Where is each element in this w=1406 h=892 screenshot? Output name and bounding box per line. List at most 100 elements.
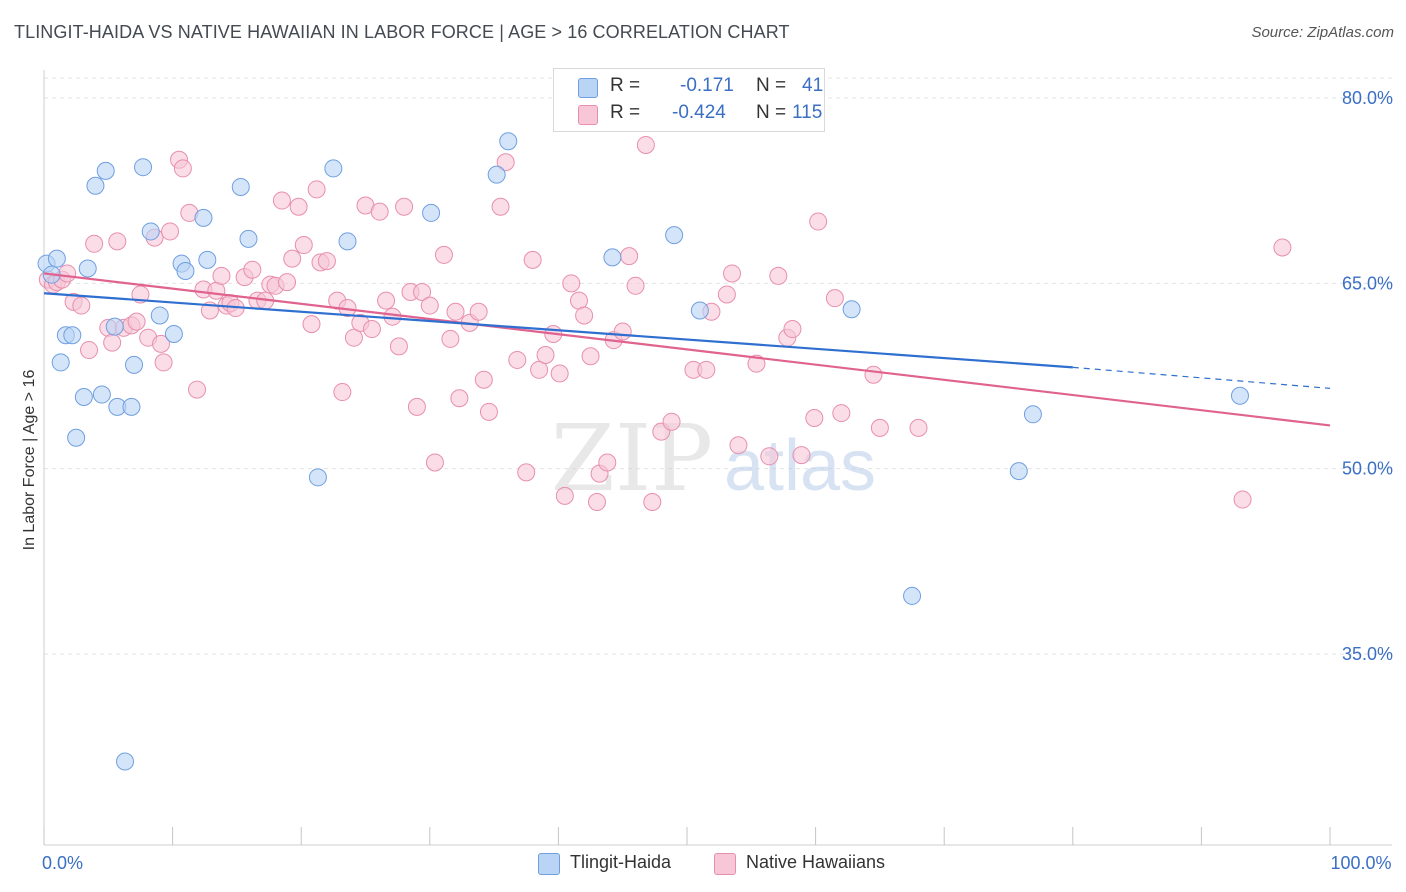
hawaiian-point [173,159,192,178]
tlingit-point [122,397,141,416]
tlingit-point [164,324,183,343]
hawaiian-point [636,135,655,154]
bottom-legend-label: Native Hawaiians [746,852,886,872]
tlingit-point [487,165,506,184]
hawaiian-point [809,212,828,231]
hawaiian-point [72,296,91,315]
tlingit-point [74,388,93,407]
tlingit-point [105,317,124,336]
tlingit-point [903,586,922,605]
hawaiian-point [626,276,645,295]
tlingit-point [47,249,66,268]
axes [43,70,1392,846]
hawaiian-point [562,274,581,293]
tick-labels: 80.0% 65.0% 50.0% 35.0% 0.0% 100.0% [42,88,1393,873]
x-tick-label: 100.0% [1330,853,1391,873]
legend-r-value: -0.424 [672,102,726,123]
tlingit-point [67,428,86,447]
bottom-legend-label: Tlingit-Haida [570,852,672,872]
hawaiian-point [717,285,736,304]
hawaiian-point [446,302,465,321]
tlingit-point [665,226,684,245]
hawaiian-point [370,202,389,221]
hawaiian-point [307,180,326,199]
bottom-legend-swatch-blue [538,853,560,875]
hawaiian-point [278,273,297,292]
bottom-legend-swatch-pink [714,853,736,875]
hawaiian-point [479,402,498,421]
hawaiian-point [58,264,77,283]
tlingit-point [842,300,861,319]
hawaiian-point [154,353,173,372]
tlingit-trend-line [43,292,1073,369]
tlingit-point [198,250,217,269]
hawaiian-point [530,360,549,379]
hawaiian-point [161,222,180,241]
legend-n-label: N = [756,102,787,123]
hawaiian-point [108,232,127,251]
legend-r-label: R = [610,102,641,123]
legend-n-value: 41 [802,75,824,96]
tlingit-point [1230,386,1249,405]
hawaiian-point [783,320,802,339]
tlingit-point [78,259,97,278]
tlingit-point [134,158,153,177]
hawaiian-point [362,320,381,339]
tlingit-point [1023,405,1042,424]
source-credit: Source: ZipAtlas.com [1251,24,1394,41]
hawaiian-point [85,234,104,253]
hawaiian-point [587,493,606,512]
hawaiian-point [575,306,594,325]
hawaiian-point [333,383,352,402]
tlingit-point [92,385,111,404]
hawaiian-point [127,312,146,331]
chart-title: TLINGIT-HAIDA VS NATIVE HAWAIIAN IN LABO… [14,22,790,42]
tlingit-point [422,203,441,222]
tlingit-point [141,222,160,241]
legend-swatch-blue [578,78,598,98]
y-tick-label: 35.0% [1342,644,1393,664]
hawaiian-point [152,334,171,353]
hawaiian-point [620,247,639,266]
tlingit-point [499,132,518,151]
watermark-atlas: atlas [724,426,876,506]
x-tick-label: 0.0% [42,853,83,873]
hawaiian-point [243,260,262,279]
gridlines [44,77,1392,655]
hawaiian-point [450,389,469,408]
legend-r-label: R = [610,75,641,96]
hawaiian-point [508,350,527,369]
tlingit-point [603,248,622,267]
tlingit-point [51,353,70,372]
tlingit-point [1009,462,1028,481]
hawaiian-point [723,264,742,283]
tlingit-point [194,208,213,227]
hawaiian-point [413,282,432,301]
hawaiian-point [747,354,766,373]
hawaiian-point [389,337,408,356]
correlation-legend: R = -0.171 N = 41 R = -0.424 N = 115 [553,68,825,132]
legend-n-label: N = [756,75,787,96]
hawaiian-point [441,329,460,348]
tlingit-point [125,355,144,374]
hawaiian-point [536,345,555,364]
y-tick-label: 65.0% [1342,273,1393,293]
hawaiian-point [598,453,617,472]
legend-r-value: -0.171 [680,75,734,96]
hawaiian-point [491,197,510,216]
tlingit-point [86,176,105,195]
hawaiian-point [523,250,542,269]
tlingit-point [308,468,327,487]
y-tick-label: 50.0% [1342,459,1393,479]
hawaiian-point [302,315,321,334]
hawaiian-point [212,266,231,285]
hawaiian-point [805,409,824,428]
hawaiian-point [662,412,681,431]
hawaiian-point [474,370,493,389]
hawaiian-point [103,333,122,352]
tlingit-point [239,229,258,248]
tlingit-point [690,301,709,320]
hawaiian-point [1233,490,1252,509]
hawaiian-point [832,404,851,423]
y-tick-label: 80.0% [1342,88,1393,108]
